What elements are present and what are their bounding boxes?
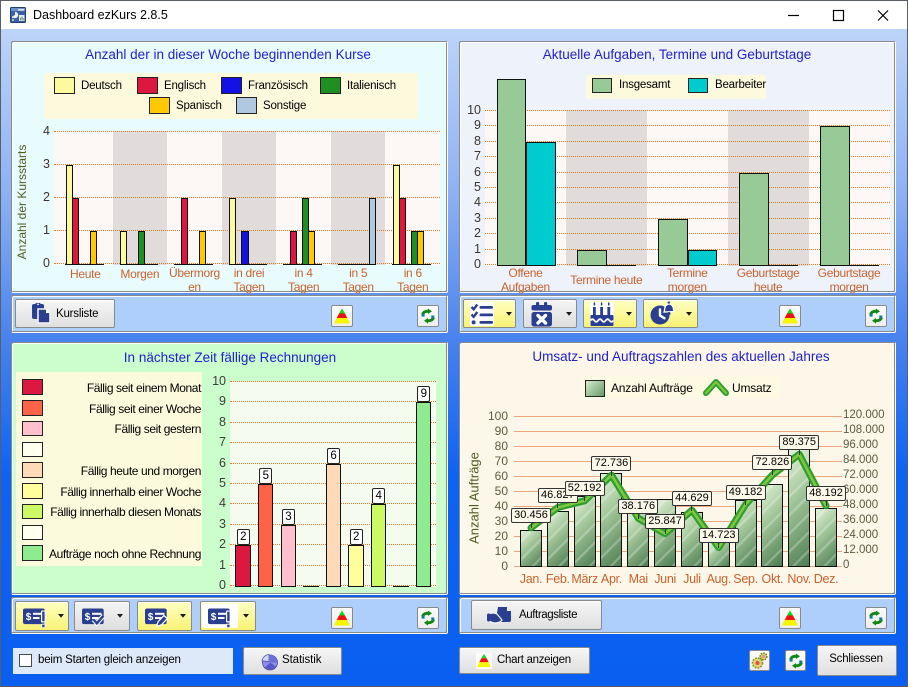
svg-text:$: $ [26, 612, 32, 623]
svg-text:$: $ [148, 612, 154, 623]
svg-text:$: $ [85, 612, 91, 623]
svg-text:$: $ [211, 612, 217, 623]
